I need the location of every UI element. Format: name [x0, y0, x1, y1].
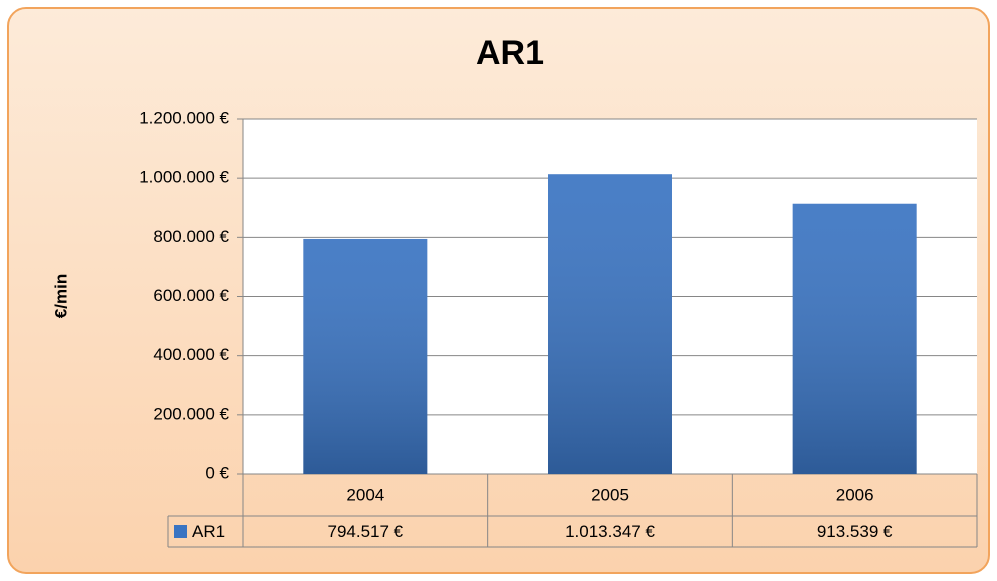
y-tick-label: 1.200.000 €	[139, 108, 229, 127]
data-table-value: 794.517 €	[328, 522, 404, 541]
y-axis-label: €/min	[51, 274, 70, 318]
data-table-value: 913.539 €	[817, 522, 893, 541]
y-tick-label: 0 €	[205, 463, 229, 482]
bar-shade	[792, 203, 917, 475]
legend-swatch	[174, 525, 187, 538]
x-tick-label: 2005	[591, 485, 629, 504]
legend-label: AR1	[192, 522, 225, 541]
x-tick-label: 2004	[346, 485, 384, 504]
data-table-value: 1.013.347 €	[565, 522, 655, 541]
y-tick-label: 200.000 €	[153, 404, 229, 423]
y-tick-label: 800.000 €	[153, 227, 229, 246]
x-tick-label: 2006	[836, 485, 874, 504]
bar-shade	[548, 174, 672, 474]
y-tick-label: 600.000 €	[153, 286, 229, 305]
y-tick-label: 1.000.000 €	[139, 168, 229, 187]
bar-shade	[303, 238, 428, 474]
y-tick-label: 400.000 €	[153, 345, 229, 364]
chart-title: AR1	[476, 34, 544, 72]
